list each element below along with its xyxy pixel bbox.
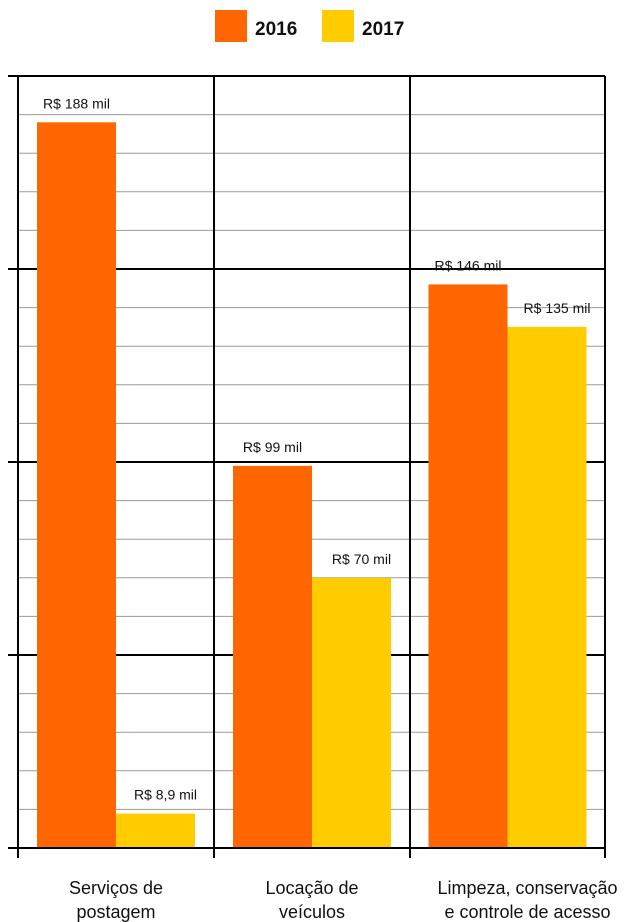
bar-2017-3 bbox=[507, 326, 587, 848]
category-labels: Serviços de postagem Locação de veículos Lim… bbox=[69, 878, 618, 922]
bar-2016-3 bbox=[428, 284, 508, 848]
legend-label-2017: 2017 bbox=[362, 19, 404, 40]
category-label-3: Limpeza, conservação bbox=[437, 878, 617, 898]
legend-label-2016: 2016 bbox=[255, 19, 297, 40]
category-label-1: Serviços de bbox=[69, 878, 163, 898]
category-label-2: veículos bbox=[279, 902, 345, 922]
data-label-2016-3: R$ 146 mil bbox=[435, 257, 502, 273]
data-labels: R$ 188 mil R$ 8,9 mil R$ 99 mil R$ 70 mil R$… bbox=[43, 95, 590, 802]
category-label-3: e controle de acesso bbox=[444, 902, 610, 922]
category-label-2: Locação de bbox=[265, 878, 358, 898]
axes bbox=[8, 76, 606, 858]
data-label-2017-1: R$ 8,9 mil bbox=[134, 787, 197, 803]
legend: 2016 2017 bbox=[215, 10, 404, 42]
bar-2017-2 bbox=[312, 577, 391, 848]
bar-2017-1 bbox=[116, 813, 195, 848]
bar-2016-2 bbox=[233, 465, 312, 848]
legend-swatch-2016 bbox=[215, 10, 247, 42]
bars bbox=[37, 122, 587, 848]
data-label-2016-1: R$ 188 mil bbox=[43, 95, 110, 111]
data-label-2017-3: R$ 135 mil bbox=[524, 300, 591, 316]
data-label-2017-2: R$ 70 mil bbox=[332, 551, 391, 567]
bar-2016-1 bbox=[37, 122, 116, 848]
legend-swatch-2017 bbox=[322, 10, 354, 42]
category-label-1: postagem bbox=[76, 902, 155, 922]
data-label-2016-2: R$ 99 mil bbox=[243, 439, 302, 455]
